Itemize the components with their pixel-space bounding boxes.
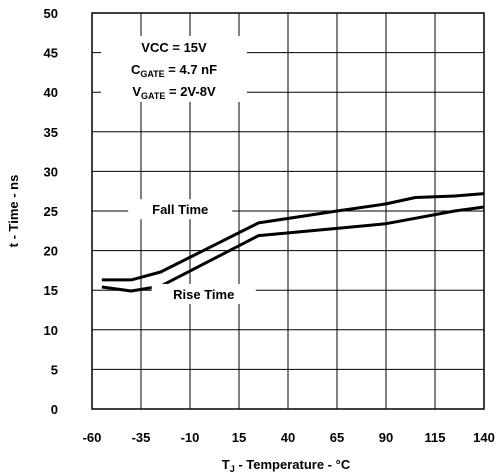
- y-tick-label: 20: [44, 244, 58, 259]
- y-tick-label: 5: [51, 362, 58, 377]
- gridlines: [91, 12, 485, 410]
- x-tick-label: 140: [473, 430, 495, 445]
- y-tick-label: 10: [44, 323, 58, 338]
- series-lines: [101, 192, 485, 293]
- y-tick-label: 25: [44, 204, 58, 219]
- y-tick-label: 30: [44, 164, 58, 179]
- condition-line: VGATE = 2V-8V: [132, 84, 216, 101]
- series-label: Fall Time: [152, 202, 208, 217]
- x-tick-labels: -60 -35 -10 15 40 65 90 115 140: [83, 430, 495, 445]
- y-tick-label: 45: [44, 46, 58, 61]
- x-tick-label: 15: [232, 430, 246, 445]
- plot-frame: [91, 12, 485, 410]
- condition-line: VCC = 15V: [141, 40, 207, 55]
- y-tick-label: 40: [44, 85, 58, 100]
- series-label-background: [151, 283, 256, 304]
- x-axis-title: TJ - Temperature - °C: [222, 457, 351, 474]
- y-tick-label: 0: [51, 402, 58, 417]
- x-tick-label: 40: [281, 430, 295, 445]
- x-tick-label: -60: [83, 430, 102, 445]
- y-tick-label: 50: [44, 6, 58, 21]
- condition-line: CGATE = 4.7 nF: [131, 62, 217, 79]
- conditions-background: [101, 36, 247, 102]
- series-labels: Fall Time Rise Time: [128, 199, 256, 304]
- y-tick-labels: 0 5 10 15 20 25 30 35 40 45 50: [44, 6, 58, 417]
- y-tick-label: 15: [44, 283, 58, 298]
- y-axis-title: t - Time - ns: [6, 175, 21, 248]
- series-label-background: [128, 199, 233, 220]
- y-tick-label: 35: [44, 125, 58, 140]
- x-tick-label: -10: [181, 430, 200, 445]
- x-tick-label: 115: [425, 430, 446, 445]
- series-line-1: [101, 205, 485, 293]
- x-tick-label: -35: [132, 430, 151, 445]
- conditions-annotation: VCC = 15V CGATE = 4.7 nF VGATE = 2V-8V: [101, 36, 247, 102]
- series-label: Rise Time: [173, 287, 234, 302]
- x-tick-label: 65: [330, 430, 344, 445]
- x-tick-label: 90: [379, 430, 393, 445]
- series-line-0: [101, 192, 485, 282]
